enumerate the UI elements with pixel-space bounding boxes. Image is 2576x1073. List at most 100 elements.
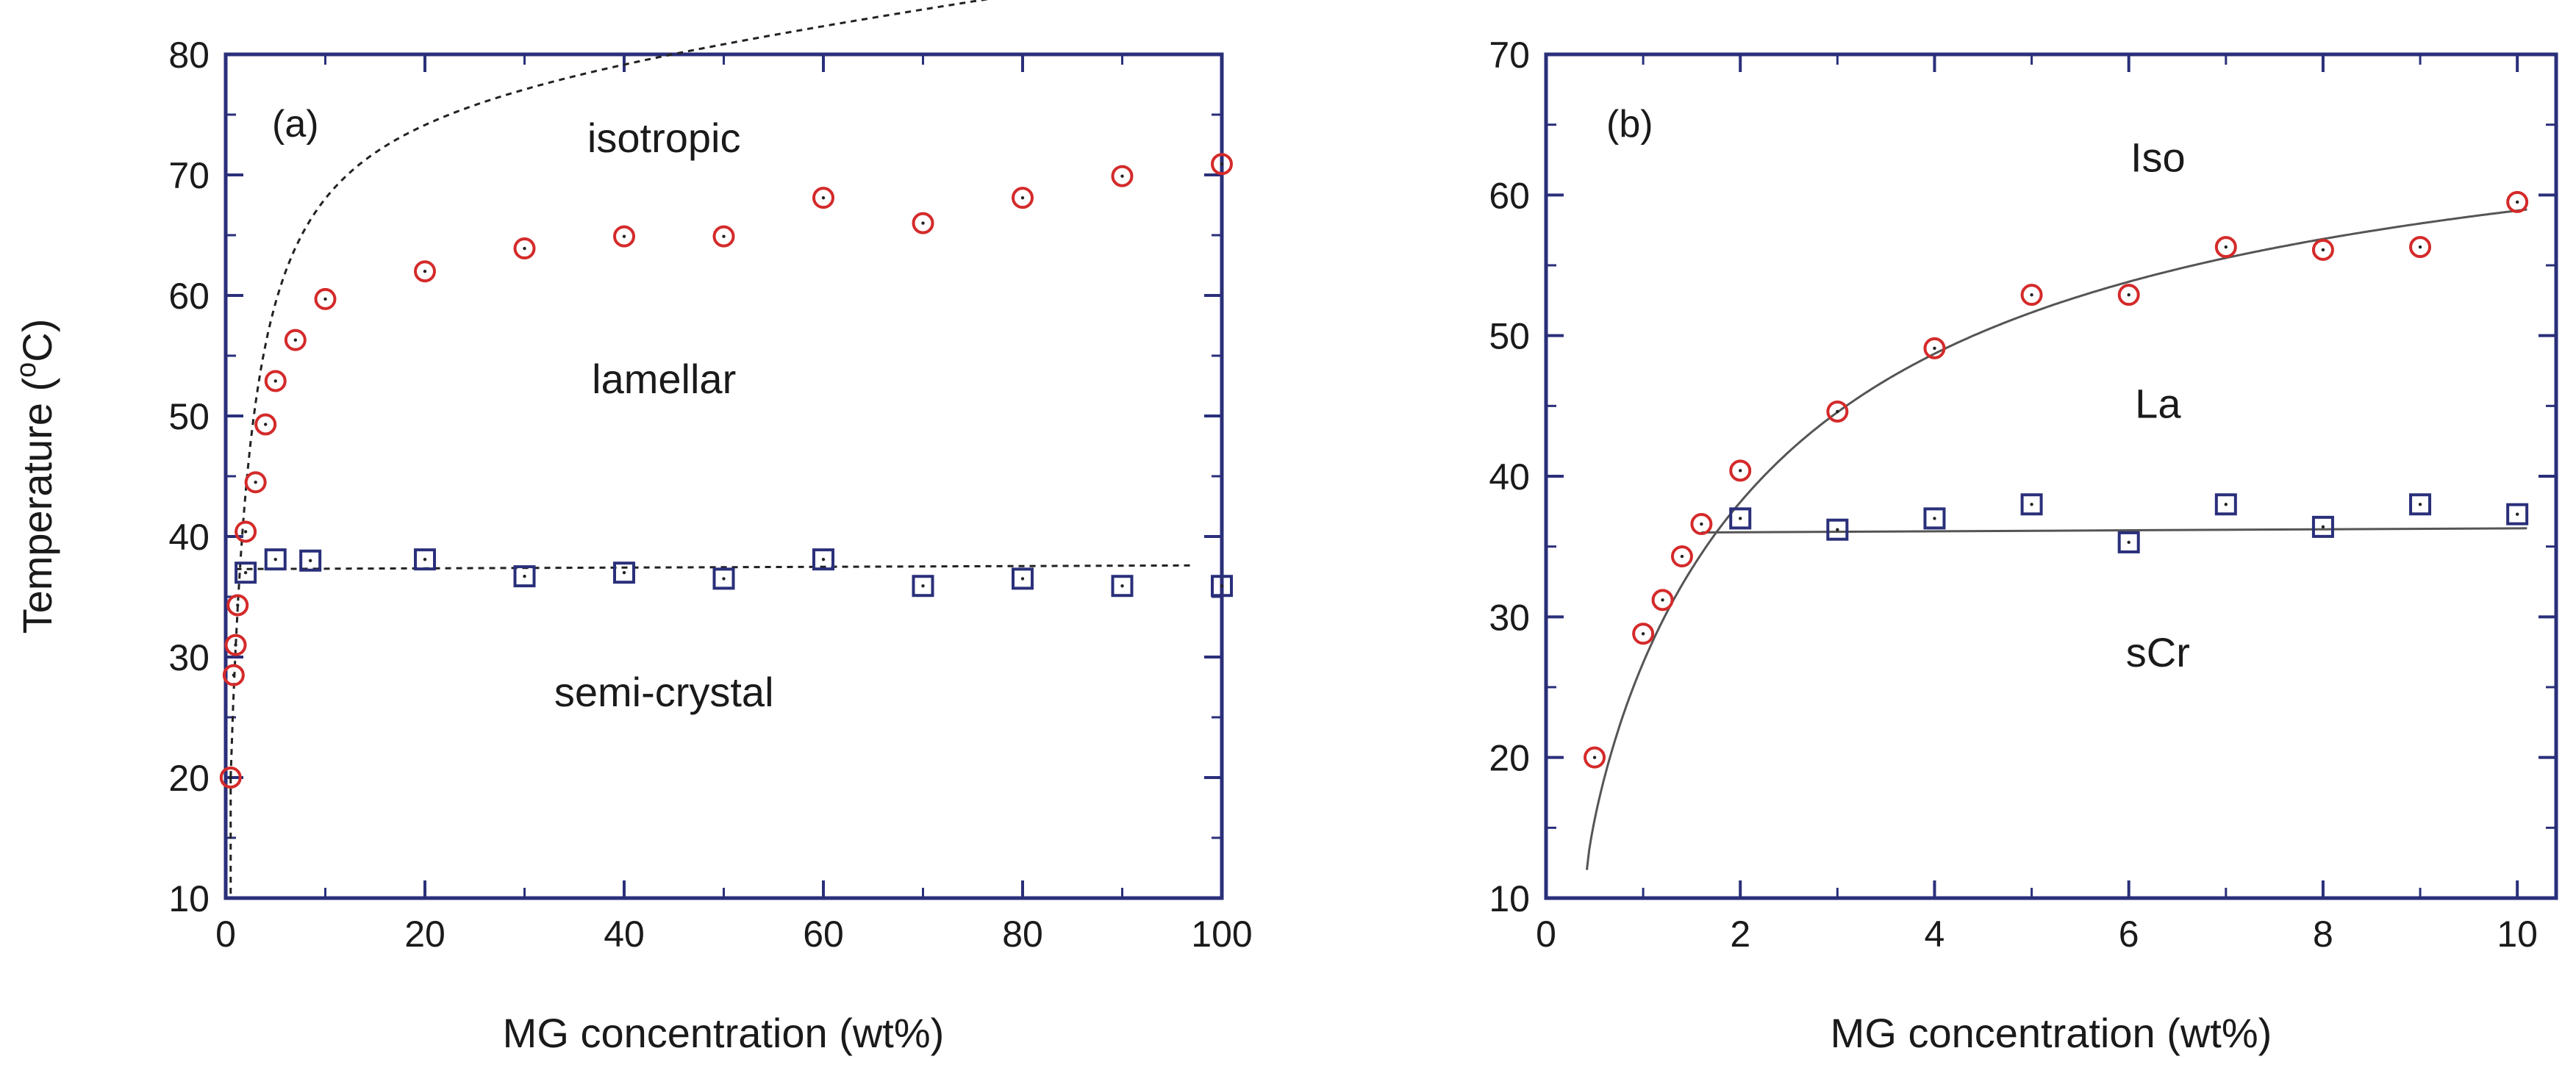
panel-a-y-axis-label: Temperature (oC) (11, 319, 60, 634)
data-point-circle (1584, 746, 1606, 769)
data-point-square (1111, 575, 1134, 597)
data-point-center (264, 423, 268, 426)
data-point-circle (1729, 459, 1752, 482)
region-label: Iso (2130, 134, 2186, 181)
data-point-circle (222, 664, 245, 686)
data-point-circle (1111, 165, 1134, 187)
data-point-circle (2506, 190, 2529, 213)
data-point-square (1729, 507, 1752, 530)
data-point-center (1120, 174, 1124, 178)
data-point-circle (224, 634, 247, 656)
panel-a-label: (a) (272, 103, 319, 146)
data-point-square (2020, 493, 2043, 516)
data-point-square (1211, 575, 1233, 597)
data-point-center (2515, 200, 2519, 204)
data-point-center (622, 234, 626, 238)
data-point-circle (1012, 187, 1034, 209)
data-point-center (2321, 248, 2325, 252)
data-point-circle (219, 767, 242, 789)
data-point-square (264, 548, 287, 571)
panel-b: 0 2 4 6 8 10 10 20 30 40 50 60 70 Iso La sCr (b) MG co… (1489, 35, 2558, 1056)
data-point-center (821, 195, 826, 200)
fit-curve-iso (1586, 208, 2527, 870)
data-point-center (273, 379, 277, 383)
data-point-circle (1670, 545, 1693, 568)
data-point-square (414, 548, 436, 571)
y-tick-label: 50 (168, 396, 210, 437)
region-label: semi-crystal (554, 669, 774, 715)
data-point-center (423, 557, 427, 561)
data-point-square (912, 575, 934, 597)
data-point-circle (2117, 284, 2140, 306)
data-point-circle (1651, 589, 1674, 611)
data-point-circle (712, 225, 735, 248)
x-tick-label: 2 (1730, 914, 1750, 955)
data-point-square (2117, 531, 2140, 553)
data-point-center (1739, 469, 1742, 473)
x-tick-label: 40 (604, 914, 645, 955)
data-point-square (2311, 515, 2334, 538)
data-point-circle (314, 287, 337, 310)
data-point-circle (1826, 400, 1849, 423)
x-tick-label: 6 (2119, 914, 2139, 955)
y-tick-label: 20 (1489, 738, 1530, 779)
data-point-circle (264, 370, 287, 392)
data-point-square (613, 561, 635, 584)
data-point-square (513, 565, 536, 588)
data-point-circle (414, 260, 436, 283)
y-tick-label: 70 (1489, 35, 1530, 76)
data-point-center (1933, 346, 1936, 351)
data-point-square (1923, 507, 1946, 530)
data-point-center (1680, 554, 1684, 559)
panel-b-x-axis-label: MG concentration (wt%) (1831, 1010, 2272, 1056)
data-point-center (921, 584, 925, 588)
data-point-center (2127, 293, 2130, 297)
data-point-center (1933, 517, 1936, 520)
data-point-square (712, 567, 735, 590)
data-point-center (1739, 517, 1742, 520)
data-point-center (1020, 577, 1025, 581)
data-point-center (622, 571, 626, 575)
y-tick-label: 50 (1489, 316, 1530, 357)
data-point-center (293, 338, 298, 342)
x-tick-label: 60 (803, 914, 844, 955)
region-label: isotropic (587, 115, 741, 161)
data-point-center (1220, 584, 1224, 588)
data-point-circle (226, 594, 249, 617)
region-label: lamellar (592, 356, 736, 402)
data-point-circle (235, 520, 257, 543)
data-point-center (308, 559, 312, 562)
data-point-square (235, 561, 257, 584)
x-tick-label: 20 (404, 914, 446, 955)
data-point-center (1700, 522, 1703, 526)
data-point-center (254, 481, 257, 484)
data-point-center (722, 234, 726, 238)
data-point-circle (912, 212, 934, 234)
data-point-center (273, 557, 277, 561)
data-point-center (821, 557, 826, 561)
data-point-circle (2020, 284, 2043, 306)
data-point-center (1020, 195, 1025, 200)
y-tick-label: 40 (168, 517, 210, 558)
panel-b-label: (b) (1606, 103, 1653, 146)
y-tick-label: 30 (168, 637, 210, 678)
data-point-circle (812, 187, 834, 209)
fit-curve-isotropic (229, 0, 990, 778)
data-point-square (2409, 493, 2432, 516)
x-tick-label: 100 (1191, 914, 1252, 955)
y-tick-label: 70 (168, 155, 210, 196)
data-point-circle (254, 413, 277, 436)
data-point-center (243, 571, 248, 575)
data-point-square (1826, 518, 1849, 541)
data-point-circle (284, 329, 307, 351)
data-point-center (1120, 584, 1124, 588)
data-point-circle (1632, 622, 1655, 645)
data-point-center (2224, 245, 2228, 249)
data-point-center (232, 673, 236, 677)
data-point-center (1220, 162, 1224, 166)
panel-a-x-axis-label: MG concentration (wt%) (503, 1010, 945, 1056)
data-point-center (523, 574, 526, 578)
fit-line-la (1701, 527, 2527, 534)
data-point-circle (2409, 236, 2432, 259)
x-tick-label: 0 (1536, 914, 1556, 955)
